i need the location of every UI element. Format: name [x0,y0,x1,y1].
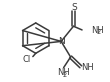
Text: N: N [58,37,65,46]
Text: 2: 2 [62,72,66,78]
Text: NH: NH [91,26,104,35]
Text: 2: 2 [97,29,101,35]
Text: S: S [71,3,77,12]
Text: Cl: Cl [23,55,31,64]
Text: NH: NH [81,63,94,72]
Text: NH: NH [57,68,69,77]
